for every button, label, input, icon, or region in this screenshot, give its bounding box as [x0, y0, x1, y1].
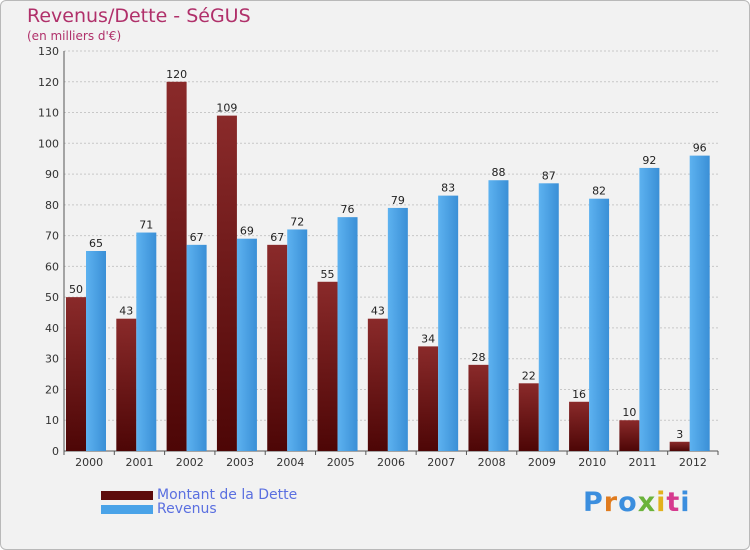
y-tick-label: 70 [45, 230, 59, 243]
logo-letter: i [680, 487, 691, 518]
data-label: 22 [522, 369, 536, 382]
y-tick-label: 30 [45, 353, 59, 366]
bar-revenus [639, 167, 660, 451]
y-tick-label: 80 [45, 199, 59, 212]
bar-dette [619, 420, 640, 451]
x-tick-label: 2012 [679, 456, 707, 469]
legend-label-dette: Montant de la Dette [157, 487, 298, 503]
chart-title: Revenus/Dette - SéGUS [27, 5, 251, 27]
y-tick-label: 110 [38, 107, 59, 120]
bar-revenus [86, 251, 106, 451]
bar-revenus [538, 183, 559, 452]
x-tick-label: 2011 [629, 456, 657, 469]
y-tick-label: 20 [45, 383, 59, 396]
bar-dette [518, 383, 539, 451]
bar-revenus [438, 195, 459, 451]
bar-dette [216, 115, 237, 451]
bar-revenus [387, 207, 408, 451]
data-label: 87 [542, 169, 556, 182]
y-tick-label: 60 [45, 260, 59, 273]
data-label: 79 [391, 194, 405, 207]
y-tick-label: 130 [38, 45, 59, 58]
data-label: 55 [321, 268, 335, 281]
logo-letter: i [656, 487, 667, 518]
bar-revenus [689, 155, 710, 451]
data-label: 3 [676, 428, 683, 441]
data-label: 50 [69, 283, 83, 296]
bar-dette [468, 364, 489, 451]
logo-letter: t [666, 487, 681, 518]
bar-dette [267, 244, 288, 451]
bar-dette [367, 318, 388, 451]
data-label: 10 [622, 406, 636, 419]
logo-letter: P [583, 487, 604, 518]
x-tick-label: 2005 [327, 456, 355, 469]
bar-dette [569, 401, 590, 451]
data-label: 88 [491, 166, 505, 179]
data-label: 28 [471, 351, 485, 364]
x-tick-label: 2008 [478, 456, 506, 469]
x-tick-label: 2007 [427, 456, 455, 469]
legend-swatch-revenus [101, 505, 153, 514]
axis-layer: 0 10 20 30 40 50 60 70 80 90 100 110 120 130 2000 2001 2… [38, 45, 719, 469]
bar-dette [66, 297, 86, 451]
data-label: 69 [240, 225, 254, 238]
data-label: 67 [190, 231, 204, 244]
bar-revenus [287, 229, 308, 451]
logo-letter: o [618, 487, 638, 518]
data-label: 83 [441, 182, 455, 195]
data-label: 71 [139, 219, 153, 232]
logo-letter: x [637, 487, 657, 518]
x-tick-label: 2010 [578, 456, 606, 469]
y-tick-label: 120 [38, 76, 59, 89]
y-tick-label: 50 [45, 291, 59, 304]
bar-dette [166, 81, 187, 452]
x-tick-label: 2006 [377, 456, 405, 469]
data-label: 120 [166, 68, 187, 81]
x-tick-label: 2004 [276, 456, 304, 469]
legend-swatch-dette [101, 491, 153, 500]
x-tick-label: 2000 [75, 456, 103, 469]
data-label: 67 [270, 231, 284, 244]
x-tick-label: 2009 [528, 456, 556, 469]
bar-revenus [186, 244, 207, 451]
bar-dette [317, 281, 338, 451]
data-label: 65 [89, 237, 103, 250]
y-tick-label: 0 [52, 445, 59, 458]
data-label: 96 [693, 142, 707, 155]
data-label: 92 [642, 154, 656, 167]
bar-revenus [488, 180, 509, 451]
bar-revenus [236, 238, 257, 451]
bar-revenus [589, 198, 610, 451]
y-tick-label: 40 [45, 322, 59, 335]
proxiti-logo: Proxiti [583, 487, 691, 518]
labels-layer: 50 65 43 71 120 67 109 69 67 72 55 76 43 79 34 83 28 88 22… [69, 68, 707, 441]
x-tick-label: 2001 [125, 456, 153, 469]
data-label: 109 [216, 102, 237, 115]
data-label: 76 [341, 203, 355, 216]
bar-dette [116, 318, 137, 451]
bar-dette [418, 346, 439, 451]
bar-revenus [136, 232, 157, 451]
data-label: 16 [572, 388, 586, 401]
data-label: 43 [119, 305, 133, 318]
data-label: 43 [371, 305, 385, 318]
y-tick-label: 10 [45, 414, 59, 427]
x-tick-label: 2002 [176, 456, 204, 469]
y-tick-label: 100 [38, 137, 59, 150]
bars-layer [66, 81, 710, 452]
bar-dette [669, 441, 690, 451]
data-label: 82 [592, 185, 606, 198]
data-label: 72 [290, 215, 304, 228]
legend-label-revenus: Revenus [157, 501, 217, 517]
logo-letter: r [603, 487, 619, 518]
bar-revenus [337, 217, 358, 451]
chart-subtitle: (en milliers d'€) [27, 29, 122, 43]
y-tick-label: 90 [45, 168, 59, 181]
data-label: 34 [421, 332, 435, 345]
x-tick-label: 2003 [226, 456, 254, 469]
